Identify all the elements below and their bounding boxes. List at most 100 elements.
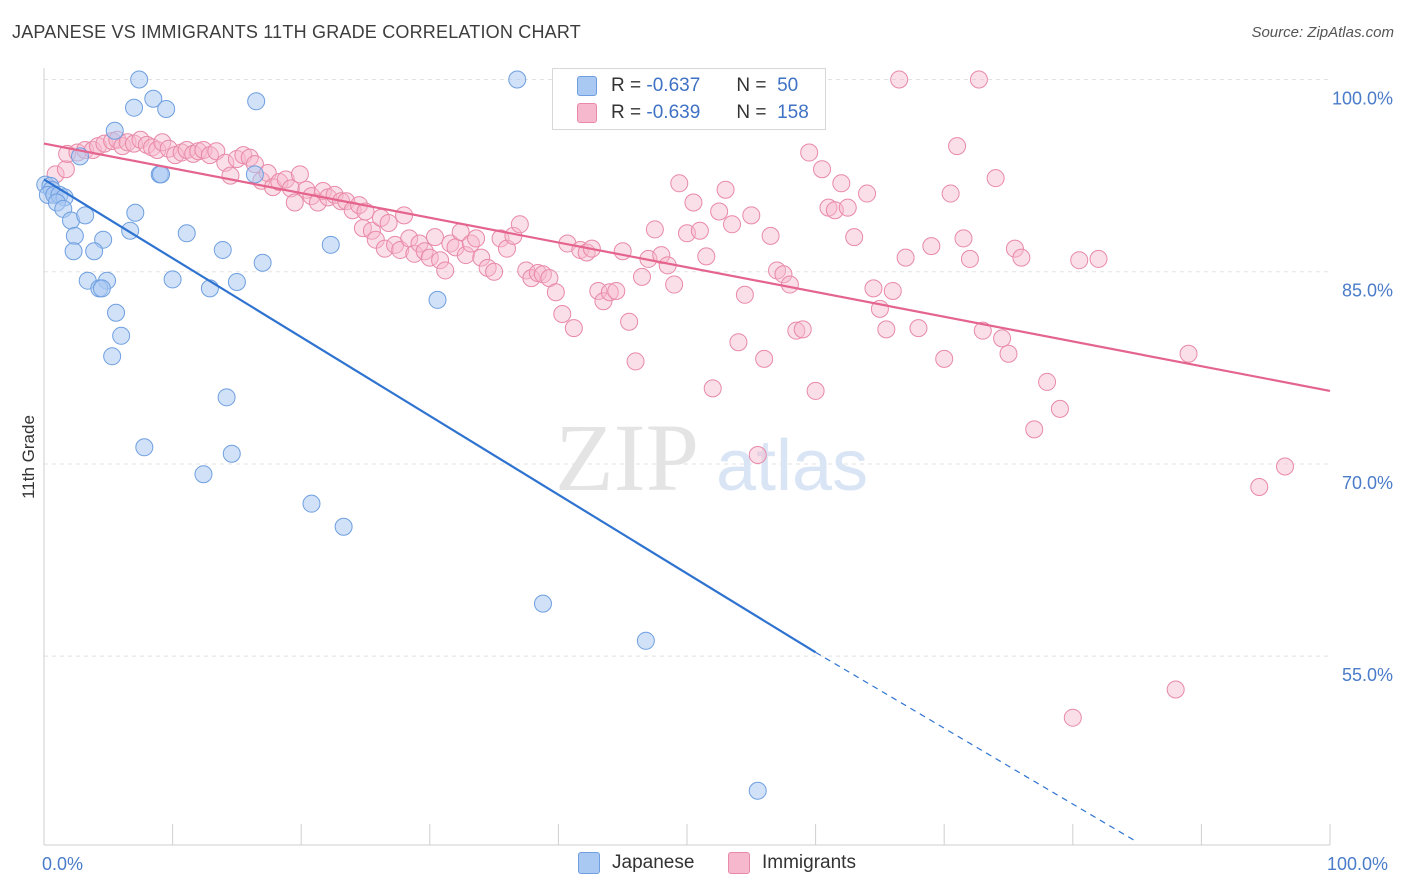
japanese-point [107,303,126,322]
legend-label-japanese: Japanese [612,852,695,873]
japanese-point [245,165,264,184]
immigrants-point [858,184,877,203]
immigrants-point [845,228,864,247]
japanese-point [213,240,232,259]
immigrants-point [710,202,729,221]
immigrants-point [553,305,572,324]
immigrants-point [774,265,793,284]
immigrants-point [670,174,689,193]
immigrants-point [461,234,480,253]
japanese-point [65,226,84,245]
legend-r-value: -0.637 [646,75,701,96]
y-tick-label: 55.0% [1342,665,1393,685]
immigrants-point [1089,249,1108,268]
chart-title: JAPANESE VS IMMIGRANTS 11TH GRADE CORREL… [12,22,581,42]
stats-legend: R = -0.637 N = 50 R = -0.639 N = 158 [552,68,826,130]
immigrants-point [362,221,381,240]
immigrants-point [690,221,709,240]
x-tick-label-max: 100.0% [1327,854,1388,874]
immigrants-point [993,329,1012,348]
immigrants-point [877,320,896,339]
immigrants-point [1005,239,1024,258]
watermark-zip: ZIP [555,404,699,511]
legend-n-label: N = [736,102,767,123]
legend-n-label: N = [736,75,767,96]
immigrants-point [684,193,703,212]
japanese-point [125,98,144,117]
y-tick-label: 100.0% [1332,89,1393,109]
japanese-point [748,781,767,800]
japanese-point [76,206,95,225]
x-tick-label-min: 0.0% [42,854,83,874]
legend-swatch-immigrants [577,103,597,123]
japanese-point [157,99,176,118]
immigrants-point [748,445,767,464]
immigrants-point [999,344,1018,363]
immigrants-point [723,215,742,234]
y-tick-label: 85.0% [1342,281,1393,301]
immigrants-point [806,381,825,400]
immigrants-point [800,143,819,162]
japanese-point [334,517,353,536]
legend-n-value: 158 [777,102,809,123]
immigrants-point [626,352,645,371]
legend-swatch-japanese [578,852,600,874]
legend-r-label: R = [611,102,642,123]
immigrants-point [1070,251,1089,270]
japanese-trendline [43,178,817,654]
immigrants-point [969,70,988,89]
legend-item-japanese[interactable]: Japanese [578,852,694,874]
japanese-point [217,388,236,407]
immigrants-point [909,319,928,338]
immigrants-point [973,321,992,340]
immigrants-point [1179,344,1198,363]
legend-r-value: -0.639 [646,102,701,123]
immigrants-point [420,248,439,267]
immigrants-point [467,229,486,248]
immigrants-point [960,249,979,268]
immigrants-point [1012,248,1031,267]
immigrants-point [645,220,664,239]
source-label: Source: ZipAtlas.com [1251,24,1394,41]
immigrants-point [793,320,812,339]
x-tick-marks [43,824,1331,845]
japanese-point [163,270,182,289]
immigrants-point [954,229,973,248]
immigrants-point [285,193,304,212]
y-tick-label: 70.0% [1342,473,1393,493]
immigrants-trendline [43,142,1331,392]
japanese-point [105,121,124,140]
immigrants-point [755,349,774,368]
x-tick-labels: 0.0% 100.0% [42,854,1388,874]
immigrants-point [308,193,327,212]
japanese-point [247,92,266,111]
legend-row-japanese: R = -0.637 N = 50 [577,73,798,99]
immigrants-point [431,251,450,270]
immigrants-point [787,321,806,340]
immigrants-point [546,283,565,302]
immigrants-point [613,242,632,261]
legend-r-label: R = [611,75,642,96]
japanese-point [227,272,246,291]
immigrants-point [986,169,1005,188]
immigrants-point [703,379,722,398]
japanese-point [200,279,219,298]
immigrants-point [607,281,626,300]
immigrants-point [735,285,754,304]
immigrants-point [1166,680,1185,699]
legend-item-immigrants[interactable]: Immigrants [728,852,856,874]
immigrants-point [890,70,909,89]
immigrants-point [594,292,613,311]
immigrants-point [864,279,883,298]
legend-swatch-immigrants [728,852,750,874]
immigrants-point [436,261,455,280]
immigrants-point [1275,457,1294,476]
immigrants-point [1063,708,1082,727]
japanese-point [194,465,213,484]
watermark: ZIP atlas [555,404,868,511]
immigrants-point [153,133,172,152]
immigrants-point [761,226,780,245]
immigrants-point [896,248,915,267]
japanese-point [636,631,655,650]
